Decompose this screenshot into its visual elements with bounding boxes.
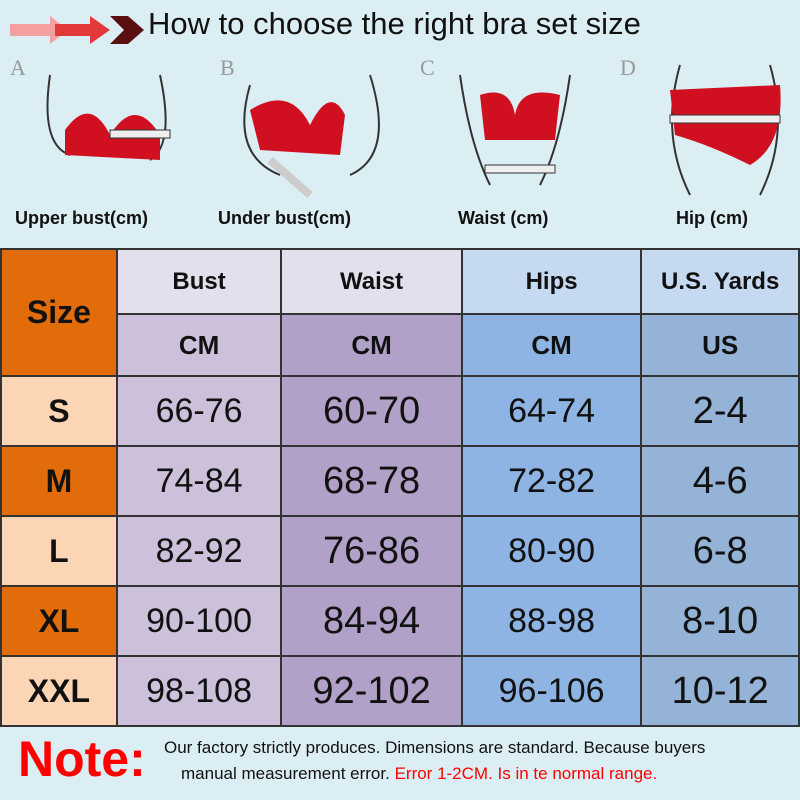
- bust-cell: 90-100: [115, 585, 283, 657]
- caption-upper-bust: Upper bust(cm): [15, 208, 149, 228]
- table-row: XL 90-100 84-94 88-98 8-10: [0, 585, 800, 657]
- figure-letter: A: [10, 55, 26, 80]
- arrows-icon: [10, 16, 144, 44]
- caption-under-bust: Under bust(cm): [218, 208, 352, 228]
- size-header: Size: [0, 248, 118, 377]
- bra-illustration-icon: [243, 74, 380, 199]
- bust-cell: 82-92: [115, 515, 283, 587]
- page-title: How to choose the right bra set size: [148, 6, 641, 41]
- bust-cell: 66-76: [115, 375, 283, 447]
- size-table: Size Bust Waist Hips U.S. Yards CM CM CM…: [0, 248, 800, 727]
- figure-letter: C: [420, 55, 435, 80]
- us-cell: 8-10: [640, 585, 800, 657]
- waist-cell: 76-86: [280, 515, 463, 587]
- unit-bust: CM: [115, 313, 283, 377]
- bust-cell: 98-108: [115, 655, 283, 727]
- size-cell: L: [0, 515, 118, 587]
- us-cell: 10-12: [640, 655, 800, 727]
- caption-waist: Waist (cm): [458, 208, 549, 228]
- header-hips: Hips: [460, 248, 643, 315]
- size-cell: XL: [0, 585, 118, 657]
- figure-waist: C: [420, 55, 600, 205]
- waist-cell: 84-94: [280, 585, 463, 657]
- caption-hip: Hip (cm): [676, 208, 748, 228]
- waist-cell: 60-70: [280, 375, 463, 447]
- bust-cell: 74-84: [115, 445, 283, 517]
- header-bust: Bust: [115, 248, 283, 315]
- table-row: M 74-84 68-78 72-82 4-6: [0, 445, 800, 517]
- hips-cell: 72-82: [460, 445, 643, 517]
- figure-upper-bust: A: [10, 55, 190, 205]
- note-label: Note:: [18, 731, 146, 787]
- note-line-2: manual measurement error.: [181, 764, 390, 783]
- unit-us: US: [640, 313, 800, 377]
- figure-hip: D: [620, 55, 800, 205]
- figure-under-bust: B: [220, 55, 400, 205]
- unit-hips: CM: [460, 313, 643, 377]
- size-cell: XXL: [0, 655, 118, 727]
- hips-cell: 96-106: [460, 655, 643, 727]
- hips-cell: 80-90: [460, 515, 643, 587]
- unit-waist: CM: [280, 313, 463, 377]
- us-cell: 2-4: [640, 375, 800, 447]
- header-us-yards: U.S. Yards: [640, 248, 800, 315]
- panty-illustration-icon: [669, 64, 781, 196]
- waist-cell: 92-102: [280, 655, 463, 727]
- table-row: L 82-92 76-86 80-90 6-8: [0, 515, 800, 587]
- size-cell: M: [0, 445, 118, 517]
- us-cell: 6-8: [640, 515, 800, 587]
- size-cell: S: [0, 375, 118, 447]
- bra-illustration-icon: [459, 74, 571, 186]
- waist-cell: 68-78: [280, 445, 463, 517]
- bra-illustration-icon: [46, 74, 171, 161]
- table-row: S 66-76 60-70 64-74 2-4: [0, 375, 800, 447]
- hips-cell: 64-74: [460, 375, 643, 447]
- note-line-2-red: Error 1-2CM. Is in te normal range.: [394, 764, 658, 783]
- note-line-1: Our factory strictly produces. Dimension…: [164, 738, 706, 757]
- hips-cell: 88-98: [460, 585, 643, 657]
- us-cell: 4-6: [640, 445, 800, 517]
- table-row: XXL 98-108 92-102 96-106 10-12: [0, 655, 800, 727]
- figure-letter: B: [220, 55, 235, 80]
- figure-letter: D: [620, 55, 636, 80]
- header-waist: Waist: [280, 248, 463, 315]
